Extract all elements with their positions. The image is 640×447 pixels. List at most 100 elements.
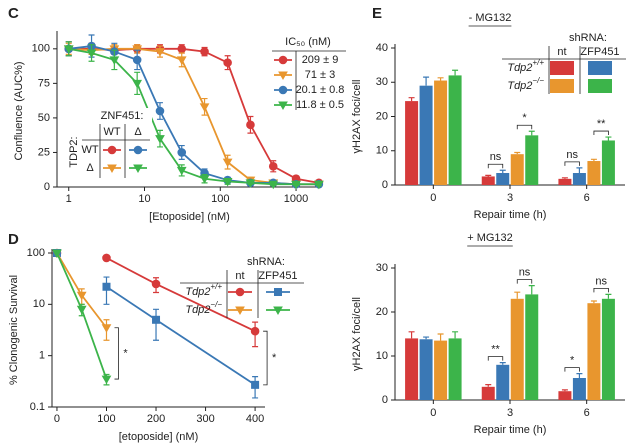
- legend-label: 11.8 ± 0.5: [296, 99, 344, 111]
- marker: [278, 85, 288, 95]
- x-tick-label: 100: [211, 193, 229, 205]
- inset-rule: [82, 124, 150, 178]
- legend-rule: [180, 270, 304, 318]
- x-tick-label: 6: [584, 192, 590, 204]
- bar: [587, 161, 601, 185]
- marker: [155, 48, 165, 57]
- significance-bracket: [114, 327, 119, 380]
- marker: [155, 106, 165, 116]
- significance-bracket: [593, 288, 609, 293]
- y-tick-label: 0: [382, 179, 388, 191]
- error-bar: [452, 69, 459, 76]
- legend-label: 71 ± 3: [305, 69, 336, 81]
- genotype: −/−: [532, 76, 544, 85]
- marker: [250, 326, 260, 336]
- y-tick-label: 0: [44, 181, 50, 193]
- x-axis-label: Repair time (h): [474, 209, 547, 221]
- bar: [448, 338, 462, 400]
- marker: [268, 180, 279, 190]
- marker: [109, 56, 120, 65]
- bar: [481, 386, 495, 400]
- bar: [448, 75, 462, 185]
- genotype: +/+: [532, 58, 544, 67]
- bar: [405, 338, 419, 400]
- significance-label: *: [272, 352, 277, 364]
- x-axis-label: [etoposide] (nM): [119, 431, 198, 443]
- y-tick-label: 20: [376, 110, 388, 122]
- marker: [235, 306, 245, 316]
- series-line: [106, 257, 256, 332]
- x-axis-label: [Etoposide] (nM): [149, 211, 230, 223]
- legend-swatch: [588, 61, 612, 75]
- y-tick-label: 100: [32, 43, 50, 55]
- bar: [601, 298, 615, 400]
- legend-label: 209 ± 9: [302, 54, 339, 66]
- bar: [434, 80, 448, 185]
- marker: [107, 164, 117, 174]
- error-bar: [153, 308, 160, 341]
- marker: [86, 49, 97, 58]
- y-tick-label: 25: [38, 146, 50, 158]
- gene: Tdp2: [185, 304, 210, 316]
- significance-label: *: [123, 347, 128, 359]
- x-tick-label: 0: [430, 192, 436, 204]
- y-axis-label: % Clonogenic Survival: [8, 275, 20, 385]
- bar: [510, 154, 524, 185]
- error-bar: [605, 136, 612, 141]
- marker: [176, 166, 187, 176]
- x-tick-label: 0: [430, 407, 436, 419]
- legend-title: shRNA:: [247, 256, 285, 268]
- significance-label: ns: [595, 275, 607, 287]
- marker: [223, 58, 232, 67]
- marker: [278, 71, 288, 81]
- marker: [133, 145, 143, 155]
- marker: [278, 101, 288, 111]
- y-tick-label: 50: [38, 112, 50, 124]
- error-bar: [576, 167, 583, 174]
- significance-bracket: [516, 124, 533, 130]
- significance-label: *: [570, 355, 575, 367]
- genotype: +/+: [210, 282, 222, 291]
- legend-title: shRNA:: [569, 32, 607, 44]
- inset-col-label: Δ: [134, 126, 142, 138]
- significance-label: **: [491, 344, 500, 356]
- marker: [101, 375, 112, 385]
- bar: [601, 140, 615, 185]
- error-bar: [499, 169, 506, 174]
- error-bar: [561, 177, 568, 179]
- axis-line: [51, 249, 265, 408]
- error-bar: [576, 373, 583, 378]
- bar: [572, 173, 586, 185]
- significance-bracket: [516, 279, 533, 284]
- inset-col-label: WT: [103, 126, 120, 138]
- marker: [199, 103, 210, 112]
- gene: Tdp2: [507, 80, 532, 92]
- legend-col-label: ZFP451: [258, 270, 297, 282]
- x-tick-label: 3: [507, 192, 513, 204]
- y-axis-label: γH2AX foci/cell: [351, 80, 363, 154]
- legend-col-label: nt: [557, 46, 566, 58]
- marker: [268, 161, 278, 171]
- bar: [419, 85, 433, 185]
- series-line: [105, 286, 256, 386]
- significance-bracket: [487, 163, 504, 169]
- marker: [177, 148, 187, 157]
- marker: [246, 120, 255, 130]
- y-tick-label: 1: [39, 350, 45, 362]
- marker: [132, 79, 143, 89]
- x-tick-label: 1: [66, 193, 72, 205]
- significance-bracket: [564, 367, 580, 372]
- x-tick-label: 400: [246, 413, 264, 425]
- x-tick-label: 3: [507, 407, 513, 419]
- bar: [405, 101, 419, 185]
- panel-letter: D: [8, 231, 19, 248]
- significance-label: **: [597, 118, 606, 130]
- y-tick-label: 75: [38, 77, 50, 89]
- significance-label: ns: [490, 151, 502, 163]
- gene: Tdp2: [185, 286, 210, 298]
- legend-row-label: Tdp2+/+: [185, 282, 222, 298]
- y-tick-label: 40: [376, 42, 388, 54]
- error-bar: [528, 285, 535, 295]
- error-bar: [528, 130, 535, 136]
